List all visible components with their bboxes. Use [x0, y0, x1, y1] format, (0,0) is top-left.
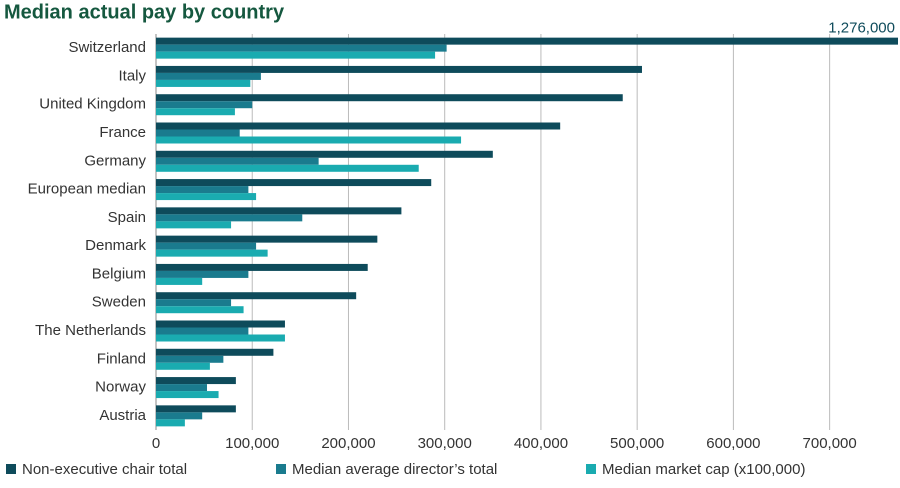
- data-label: 1,276,000: [828, 20, 895, 37]
- bar: [156, 94, 623, 102]
- x-tick-label: 300,000: [418, 435, 472, 452]
- legend-label: Median market cap (x100,000): [602, 461, 805, 478]
- bar: [156, 391, 219, 399]
- y-tick-label: European median: [28, 181, 146, 198]
- bar: [156, 249, 268, 257]
- bar: [156, 37, 898, 45]
- x-tick-label: 400,000: [514, 435, 568, 452]
- y-tick-label: The Netherlands: [35, 322, 146, 339]
- bar: [156, 129, 240, 137]
- y-tick-label: Finland: [97, 350, 146, 367]
- bar: [156, 108, 235, 116]
- y-tick-label: Spain: [108, 209, 146, 226]
- y-tick-label: Austria: [99, 407, 146, 424]
- bar: [156, 65, 642, 73]
- bar: [156, 207, 402, 215]
- y-tick-label: Switzerland: [68, 39, 146, 56]
- bar: [156, 221, 232, 229]
- bar: [156, 101, 253, 109]
- y-tick-label: Germany: [84, 152, 146, 169]
- bar: [156, 270, 249, 278]
- x-tick-label: 700,000: [803, 435, 857, 452]
- bar: [156, 412, 203, 420]
- legend-label: Median average director’s total: [292, 461, 497, 478]
- bar: [156, 214, 303, 222]
- bar: [156, 299, 232, 307]
- legend-label: Non-executive chair total: [22, 461, 187, 478]
- bar: [156, 157, 319, 165]
- bar: [156, 384, 208, 392]
- bar: [156, 150, 493, 158]
- bar: [156, 122, 561, 130]
- bar: [156, 193, 257, 201]
- bar: [156, 51, 436, 59]
- bar: [156, 355, 224, 363]
- y-tick-label: Sweden: [92, 294, 146, 311]
- bar: [156, 242, 257, 250]
- bar: [156, 186, 249, 194]
- y-tick-label: France: [99, 124, 146, 141]
- y-tick-label: Denmark: [85, 237, 146, 254]
- bar: [156, 320, 285, 328]
- bar: [156, 362, 210, 370]
- bar: [156, 292, 357, 300]
- bar: [156, 405, 236, 413]
- legend-swatch: [6, 464, 16, 474]
- chart-title: Median actual pay by country: [4, 1, 285, 23]
- bar: [156, 419, 185, 427]
- legend-swatch: [586, 464, 596, 474]
- bar: [156, 44, 447, 52]
- y-tick-label: Belgium: [92, 265, 146, 282]
- y-tick-label: United Kingdom: [39, 96, 146, 113]
- x-tick-label: 500,000: [610, 435, 664, 452]
- bar: [156, 327, 249, 335]
- bar: [156, 277, 203, 285]
- x-tick-label: 600,000: [706, 435, 760, 452]
- bar: [156, 72, 261, 80]
- bar: [156, 136, 462, 144]
- bar: [156, 235, 378, 243]
- bar: [156, 306, 244, 314]
- y-tick-label: Italy: [118, 67, 146, 84]
- bar: [156, 79, 251, 87]
- bar: [156, 377, 236, 385]
- x-tick-label: 200,000: [321, 435, 375, 452]
- y-tick-label: Norway: [95, 379, 146, 396]
- bar: [156, 348, 274, 356]
- x-tick-label: 100,000: [225, 435, 279, 452]
- bar: [156, 164, 419, 172]
- bar: [156, 334, 285, 342]
- bar: [156, 179, 432, 187]
- legend-swatch: [276, 464, 286, 474]
- bar: [156, 263, 368, 271]
- x-tick-label: 0: [152, 435, 160, 452]
